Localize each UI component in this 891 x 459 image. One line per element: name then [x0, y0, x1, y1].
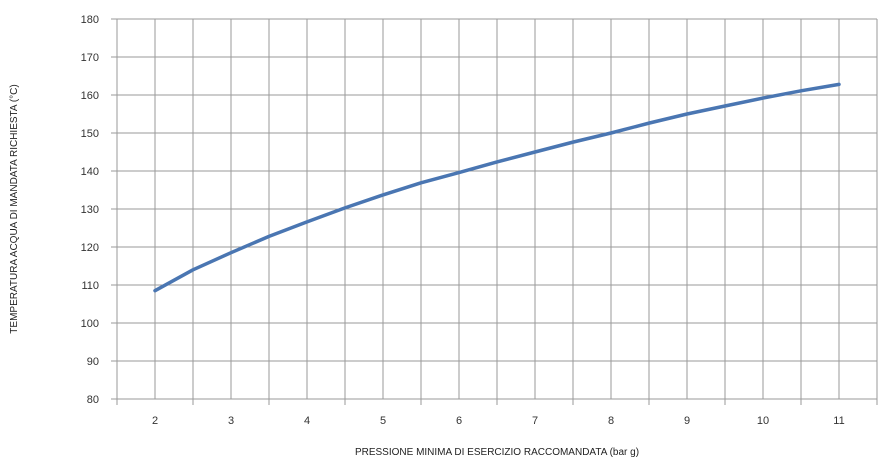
series-line [153, 82, 841, 293]
y-axis-title: TEMPERATURA ACQUA DI MANDATA RICHIESTA (… [9, 84, 20, 333]
y-tick-label: 110 [81, 280, 99, 292]
x-tick-label: 7 [532, 415, 538, 427]
grid [111, 18, 878, 405]
y-tick-label: 150 [81, 128, 99, 140]
x-tick-label: 5 [380, 415, 386, 427]
x-tick-label: 4 [304, 415, 310, 427]
y-tick-label: 100 [81, 318, 99, 330]
x-tick-label: 2 [152, 415, 158, 427]
x-tick-label: 10 [757, 415, 769, 427]
x-tick-label: 11 [833, 415, 844, 427]
x-axis-title: PRESSIONE MINIMA DI ESERCIZIO RACCOMANDA… [355, 447, 639, 458]
x-tick-label: 8 [608, 415, 614, 427]
x-tick-label: 6 [456, 415, 462, 427]
y-tick-label: 160 [81, 90, 99, 102]
y-tick-label: 90 [87, 356, 99, 368]
tick-labels: 80 90 100 110 120 130 140 150 160 170 180 2 3 4 5 6 7 8 9 1… [81, 14, 845, 427]
y-tick-label: 170 [81, 52, 99, 64]
y-tick-label: 130 [81, 204, 99, 216]
y-tick-label: 180 [81, 14, 99, 26]
y-tick-label: 140 [81, 166, 99, 178]
x-tick-label: 9 [684, 415, 690, 427]
series-layer [153, 82, 841, 293]
y-tick-label: 80 [87, 394, 99, 406]
x-tick-label: 3 [228, 415, 234, 427]
y-tick-label: 120 [81, 242, 99, 254]
